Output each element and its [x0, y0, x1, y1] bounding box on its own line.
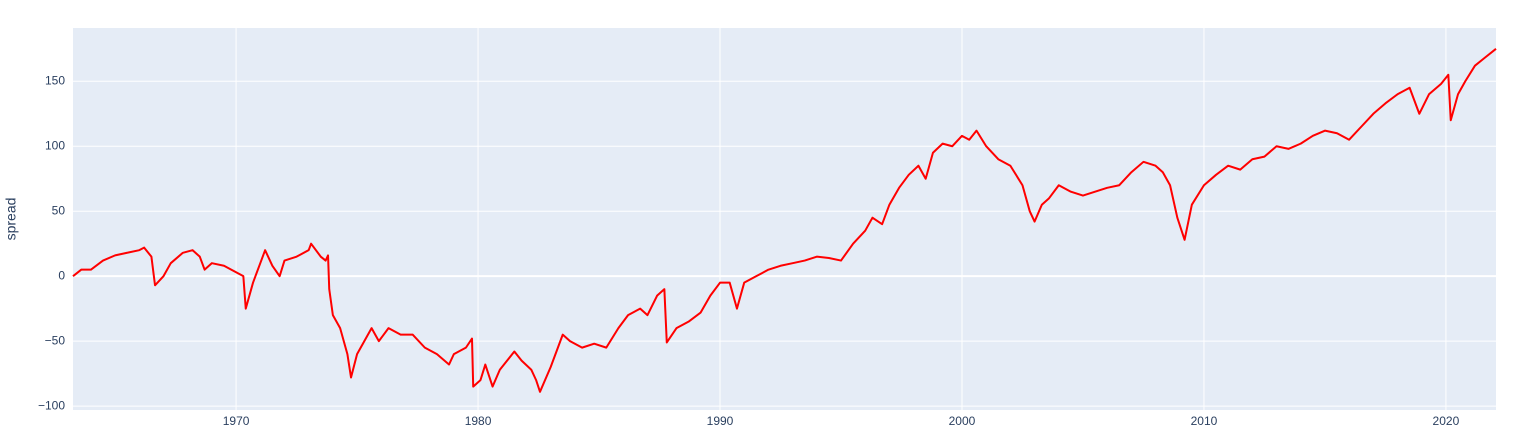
plot-background	[73, 28, 1496, 410]
y-tick-label: 100	[45, 138, 65, 152]
x-tick-label: 1990	[707, 414, 734, 428]
y-tick-label: 50	[52, 203, 66, 217]
x-tick-label: 1980	[465, 414, 492, 428]
x-tick-label: 2000	[949, 414, 976, 428]
x-tick-label: 2020	[1433, 414, 1460, 428]
y-axis-title: spread	[3, 198, 19, 241]
y-tick-label: 150	[45, 73, 65, 87]
x-tick-label: 2010	[1191, 414, 1218, 428]
y-tick-label: −100	[38, 398, 65, 412]
x-tick-label: 1970	[223, 414, 250, 428]
y-tick-label: −50	[45, 333, 66, 347]
line	[72, 48, 1497, 393]
y-tick-label: 0	[58, 268, 65, 282]
